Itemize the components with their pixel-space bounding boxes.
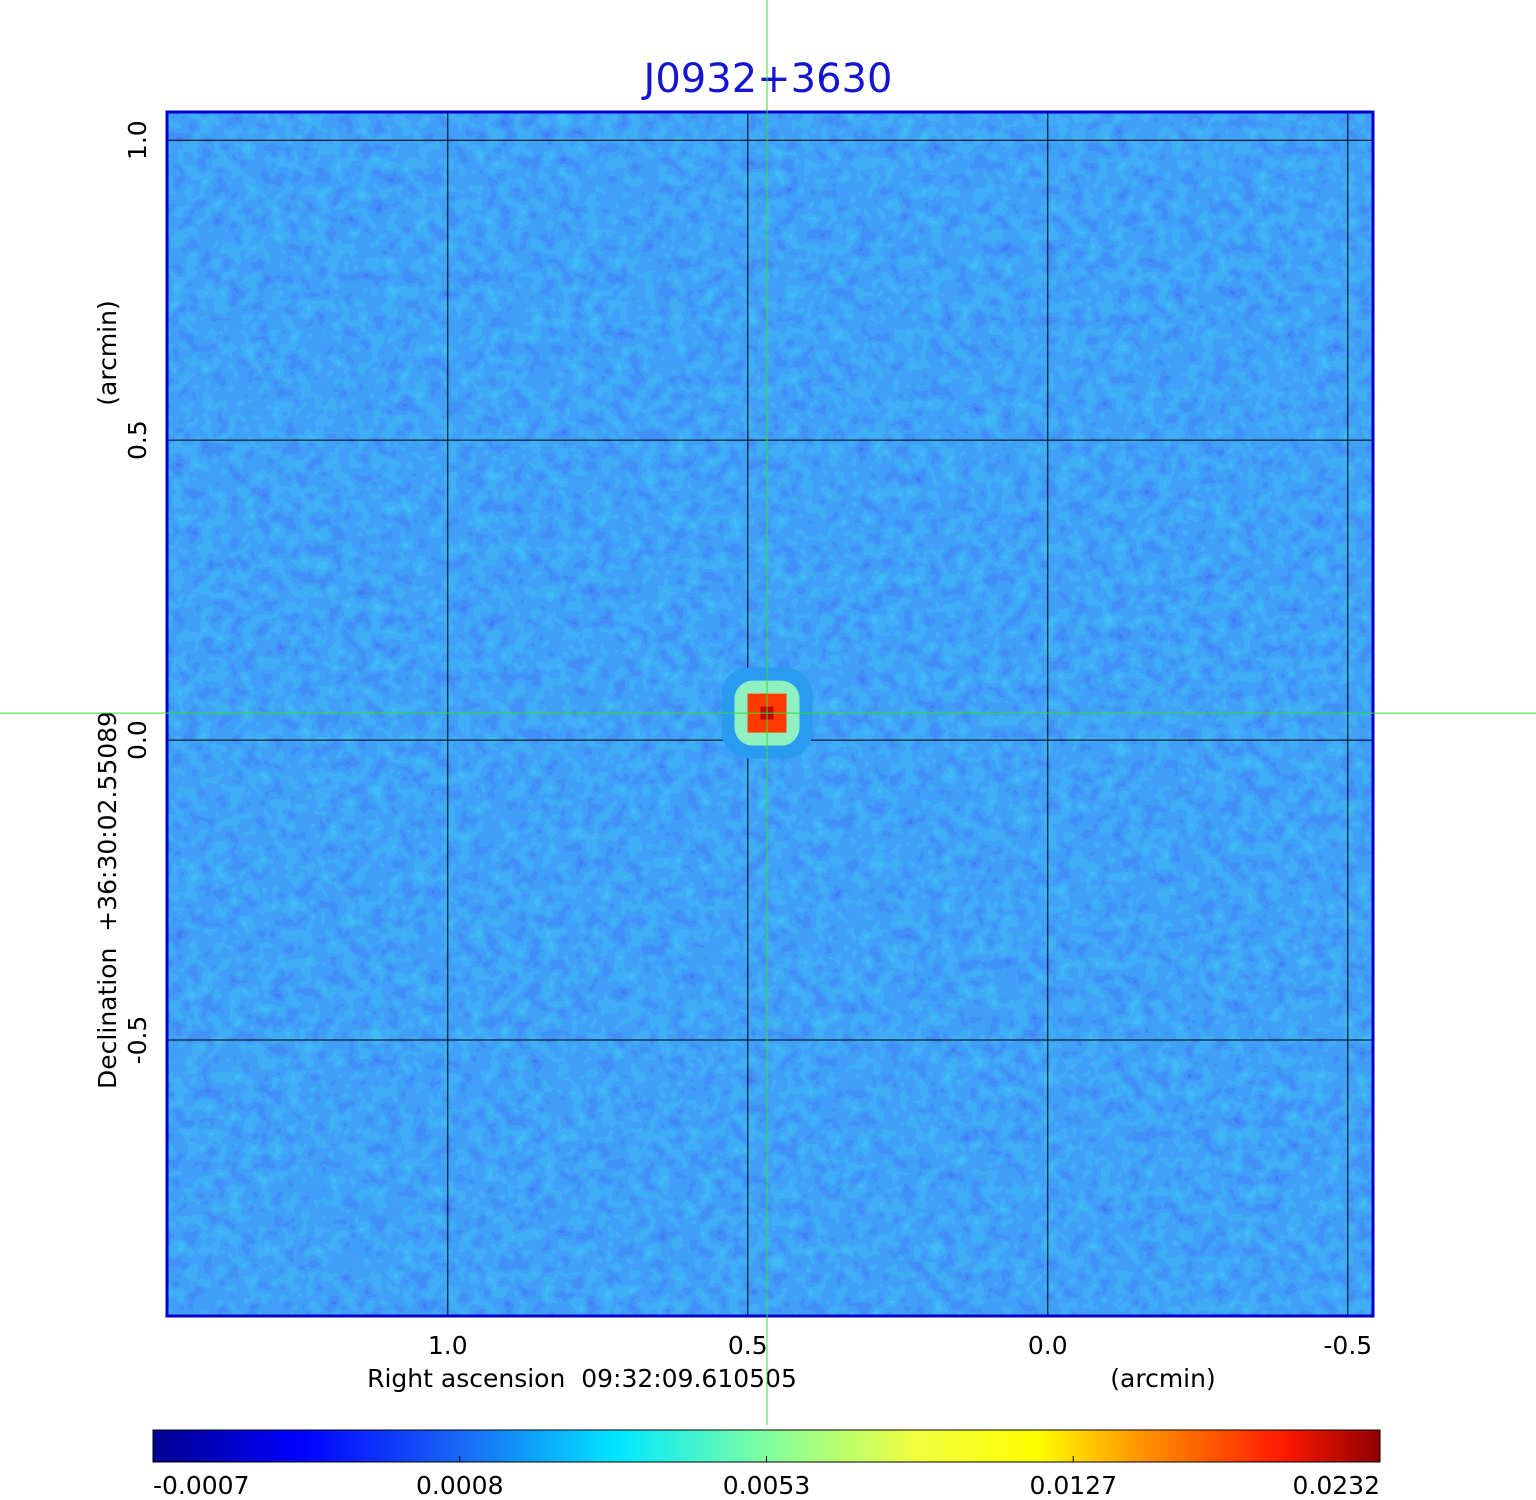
colorbar-tick-label: -0.0007 [153, 1471, 250, 1500]
x-tick-label: -0.5 [1323, 1331, 1372, 1360]
plot-frame [165, 110, 1375, 1318]
x-axis-unit: (arcmin) [1110, 1364, 1215, 1393]
x-tick-label: 0.0 [1028, 1331, 1068, 1360]
x-tick-label: 1.0 [428, 1331, 468, 1360]
colorbar-tick-label: 0.0053 [723, 1471, 810, 1500]
y-axis-label: Declination +36:30:02.55089 [93, 711, 122, 1089]
y-tick-label: 1.0 [123, 120, 152, 160]
x-tick-label: 0.5 [728, 1331, 768, 1360]
y-tick-label: 0.0 [123, 720, 152, 760]
colorbar-tick-label: 0.0232 [1293, 1471, 1380, 1500]
y-tick-label: 0.5 [123, 420, 152, 460]
colorbar-tick-label: 0.0008 [416, 1471, 503, 1500]
x-axis-label: Right ascension 09:32:09.610505 [367, 1364, 797, 1393]
y-tick-label: -0.5 [123, 1016, 152, 1065]
colorbar-tick-label: 0.0127 [1030, 1471, 1117, 1500]
y-axis-unit: (arcmin) [93, 300, 122, 405]
